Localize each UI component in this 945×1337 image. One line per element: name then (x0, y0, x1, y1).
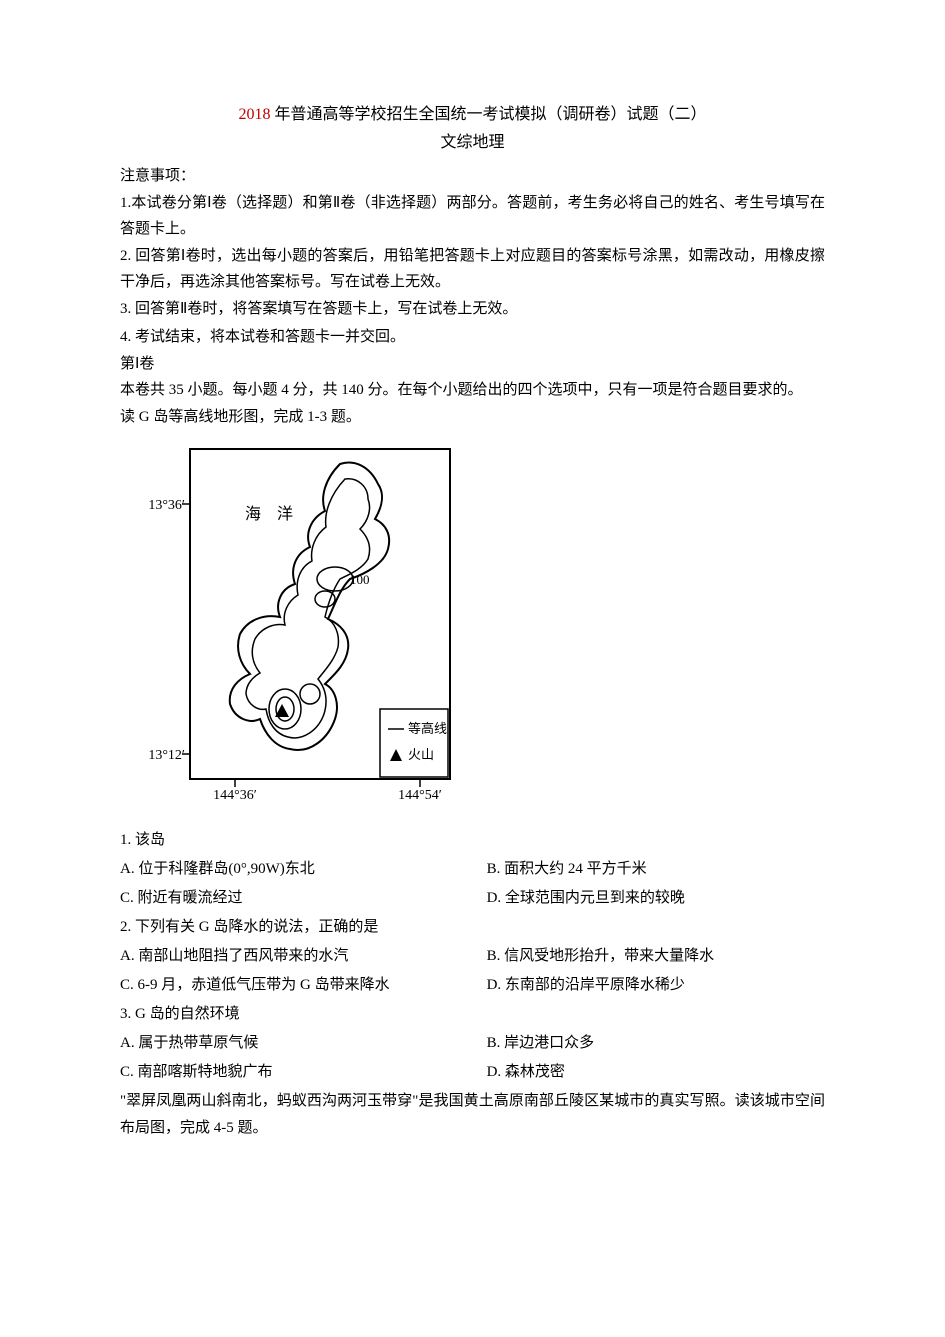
q3-option-b: B. 岸边港口众多 (487, 1030, 825, 1057)
section-1-heading: 第Ⅰ卷 (120, 352, 825, 378)
paragraph-q4-5: "翠屏凤凰两山斜南北，蚂蚁西沟两河玉带穿"是我国黄土高原南部丘陵区某城市的真实写… (120, 1088, 825, 1142)
q2-option-d: D. 东南部的沿岸平原降水稀少 (487, 972, 825, 999)
q1-option-c: C. 附近有暖流经过 (120, 885, 487, 912)
lat-top-label: 13°36′ (148, 498, 185, 513)
legend-contour: 等高线 (408, 721, 447, 736)
q3-option-d: D. 森林茂密 (487, 1059, 825, 1086)
exam-subtitle: 文综地理 (120, 128, 825, 152)
contour-value: 100 (350, 572, 370, 587)
q2-option-a: A. 南部山地阻挡了西风带来的水汽 (120, 943, 487, 970)
contour-map-svg: 13°36′ 13°12′ 144°36′ 144°54′ 海 洋 100 等高… (140, 439, 480, 819)
question-1-options-row-2: C. 附近有暖流经过 D. 全球范围内元旦到来的较晚 (120, 885, 825, 912)
legend-volcano: 火山 (408, 747, 434, 762)
notice-item-4: 4. 考试结束，将本试卷和答题卡一并交回。 (120, 325, 825, 351)
notice-item-3: 3. 回答第Ⅱ卷时，将答案填写在答题卡上，写在试卷上无效。 (120, 297, 825, 323)
exam-title-rest: 年普通高等学校招生全国统一考试模拟（调研卷）试题（二） (270, 106, 706, 123)
question-3-options-row-1: A. 属于热带草原气候 B. 岸边港口众多 (120, 1030, 825, 1057)
question-1-stem: 1. 该岛 (120, 827, 825, 854)
q1-option-a: A. 位于科隆群岛(0°,90W)东北 (120, 856, 487, 883)
q1-option-d: D. 全球范围内元旦到来的较晚 (487, 885, 825, 912)
question-3-options-row-2: C. 南部喀斯特地貌广布 D. 森林茂密 (120, 1059, 825, 1086)
lon-left-label: 144°36′ (213, 788, 257, 803)
notice-heading: 注意事项： (120, 164, 825, 185)
question-1-options-row-1: A. 位于科隆群岛(0°,90W)东北 B. 面积大约 24 平方千米 (120, 856, 825, 883)
section-1-instruction: 本卷共 35 小题。每小题 4 分，共 140 分。在每个小题给出的四个选项中，… (120, 378, 825, 404)
notice-item-1: 1.本试卷分第Ⅰ卷（选择题）和第Ⅱ卷（非选择题）两部分。答题前，考生务必将自己的… (120, 191, 825, 242)
q3-option-a: A. 属于热带草原气候 (120, 1030, 487, 1057)
ocean-label: 海 洋 (245, 505, 293, 523)
lon-right-label: 144°54′ (398, 788, 442, 803)
read-map-instruction: 读 G 岛等高线地形图，完成 1-3 题。 (120, 405, 825, 431)
q2-option-c: C. 6-9 月，赤道低气压带为 G 岛带来降水 (120, 972, 487, 999)
question-2-options-row-1: A. 南部山地阻挡了西风带来的水汽 B. 信风受地形抬升，带来大量降水 (120, 943, 825, 970)
q3-option-c: C. 南部喀斯特地貌广布 (120, 1059, 487, 1086)
question-2-options-row-2: C. 6-9 月，赤道低气压带为 G 岛带来降水 D. 东南部的沿岸平原降水稀少 (120, 972, 825, 999)
map-figure: 13°36′ 13°12′ 144°36′ 144°54′ 海 洋 100 等高… (140, 439, 480, 819)
question-2-stem: 2. 下列有关 G 岛降水的说法，正确的是 (120, 914, 825, 941)
notice-item-2: 2. 回答第Ⅰ卷时，选出每小题的答案后，用铅笔把答题卡上对应题目的答案标号涂黑，… (120, 244, 825, 295)
question-3-stem: 3. G 岛的自然环境 (120, 1001, 825, 1028)
q2-option-b: B. 信风受地形抬升，带来大量降水 (487, 943, 825, 970)
q1-option-b: B. 面积大约 24 平方千米 (487, 856, 825, 883)
exam-year: 2018 (238, 106, 270, 123)
exam-title: 2018 年普通高等学校招生全国统一考试模拟（调研卷）试题（二） (120, 100, 825, 124)
lat-bottom-label: 13°12′ (148, 748, 185, 763)
